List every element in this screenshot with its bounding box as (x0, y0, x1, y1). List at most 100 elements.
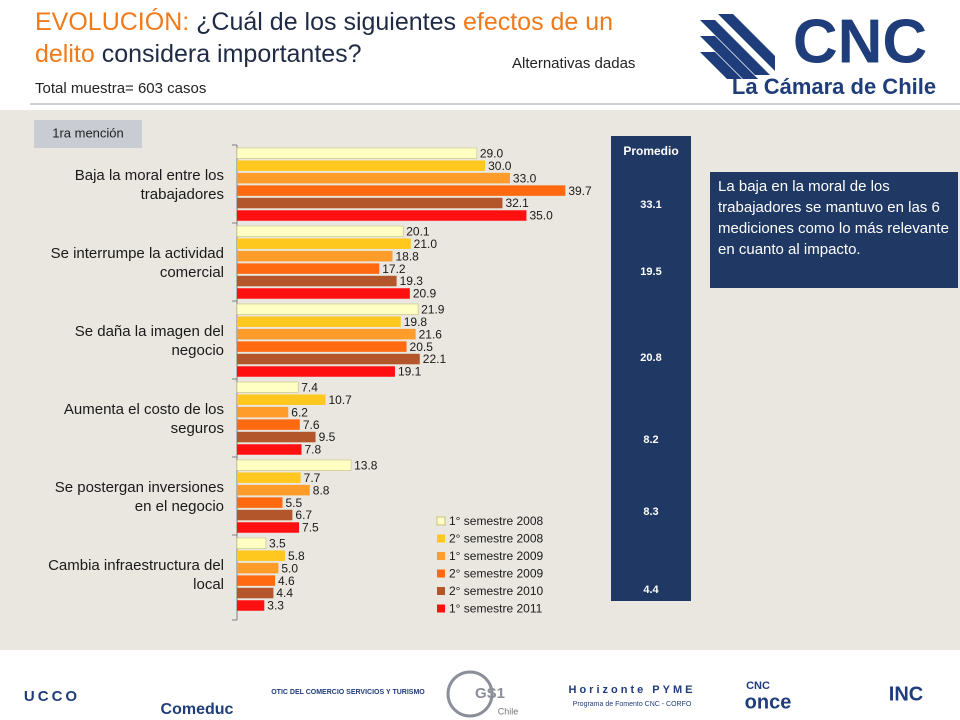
sample: Total muestra= 603 casos (35, 80, 206, 97)
data-label: 6.2 (291, 405, 308, 419)
average-value: 4.4 (643, 584, 659, 596)
category-label: Se daña la imagen del negocio (74, 323, 224, 360)
data-label: 5.8 (288, 549, 305, 563)
bar (237, 316, 401, 327)
data-label: 21.6 (419, 327, 443, 341)
legend-label: 1° semestre 2009 (449, 549, 544, 563)
logo-main: CNC (793, 7, 927, 76)
bar (237, 210, 527, 221)
title-part: efectos de un (462, 8, 614, 36)
bar (236, 459, 352, 471)
data-label: 4.4 (276, 586, 293, 600)
legend-swatch (436, 516, 446, 526)
bar (237, 160, 486, 171)
title-part: considera importantes? (94, 40, 362, 68)
bar (237, 472, 301, 483)
category-label: Se postergan inversiones en el negocio (54, 479, 224, 516)
data-label: 29.0 (480, 146, 504, 160)
bar (237, 394, 326, 405)
title-line: EVOLUCIÓN: ¿Cuál de los siguientes efect… (35, 6, 613, 38)
footer-logo: INC (889, 683, 923, 705)
data-label: 7.6 (303, 418, 320, 432)
data-label: 22.1 (423, 352, 447, 366)
category-label: Se interrumpe la actividad comercial (50, 245, 224, 282)
tab-box (34, 120, 142, 148)
data-label: 5.0 (281, 561, 298, 575)
data-label: 21.9 (421, 302, 445, 316)
bar (237, 587, 274, 599)
footer-logo: CNC (746, 680, 770, 692)
data-label: 6.7 (295, 508, 312, 522)
data-label: 18.8 (395, 249, 419, 263)
data-label: 7.7 (304, 471, 321, 485)
bar (236, 381, 299, 393)
title-part: EVOLUCIÓN: (35, 8, 197, 36)
data-label: 13.8 (354, 458, 378, 472)
bar (237, 522, 300, 533)
bar (237, 497, 283, 508)
subtitle: Alternativas dadas (512, 55, 635, 72)
data-label: 17.2 (382, 262, 406, 276)
logo-stripes (700, 14, 775, 79)
category-label: Cambia infraestructura del local (48, 557, 224, 594)
bar (237, 172, 510, 184)
bar (237, 238, 411, 249)
legend-swatch (437, 604, 445, 613)
footer-logo: OTIC DEL COMERCIO SERVICIOS Y TURISMO (271, 689, 425, 696)
bar (237, 484, 310, 496)
data-label: 30.0 (488, 159, 512, 173)
title-part: delito (35, 40, 95, 68)
legend-swatch (437, 569, 445, 578)
bar (236, 303, 419, 315)
category-label: Aumenta el costo de los seguros (63, 401, 224, 438)
data-label: 35.0 (529, 209, 553, 223)
data-label: 9.5 (319, 430, 336, 444)
data-label: 3.5 (269, 536, 286, 550)
bar (237, 250, 393, 262)
tab-label: 1ra mención (52, 125, 124, 140)
bar (237, 509, 293, 521)
legend-swatch (437, 587, 445, 595)
legend-label: 2° semestre 2010 (449, 584, 544, 598)
note: La baja en la moral de los trabajadores … (710, 172, 958, 288)
footer-logo: Chile (498, 706, 519, 716)
footer-logo: Horizonte PYME (569, 684, 696, 696)
bar (237, 600, 265, 611)
average-value: 8.2 (643, 434, 658, 446)
logo-sub: La Cámara de Chile (732, 74, 936, 99)
average-title: Promedio (623, 144, 678, 158)
footer-logo: GS1 (475, 685, 505, 702)
average-value: 19.5 (640, 266, 661, 278)
data-label: 19.1 (398, 365, 422, 379)
category-label: Baja la moral entre los trabajadores (74, 167, 224, 204)
title-part: ¿Cuál de los siguientes (196, 8, 463, 36)
data-label: 19.8 (404, 315, 428, 329)
data-label: 3.3 (267, 599, 284, 613)
bar (237, 341, 407, 352)
bar (237, 444, 302, 455)
data-label: 39.7 (568, 184, 592, 198)
bar (237, 431, 316, 443)
bar (237, 353, 420, 365)
legend-label: 2° semestre 2009 (449, 567, 544, 581)
bar (237, 575, 276, 586)
footer-logo: Programa de Fomento CNC - CORFO (573, 701, 692, 708)
data-label: 7.4 (301, 380, 318, 394)
data-label: 7.5 (302, 521, 319, 535)
bar (236, 147, 478, 159)
gs1-ring (446, 670, 494, 718)
bar (237, 185, 566, 196)
bar (237, 328, 416, 340)
footer-logo: UCCO (24, 688, 80, 705)
data-label: 8.8 (313, 483, 330, 497)
bar (237, 406, 289, 418)
bar (236, 225, 404, 237)
data-label: 5.5 (285, 496, 302, 510)
average-panel (611, 136, 691, 601)
bar (236, 537, 267, 549)
bar (237, 419, 300, 430)
bar (237, 562, 279, 574)
data-label: 20.1 (406, 224, 430, 238)
data-label: 10.7 (328, 393, 352, 407)
